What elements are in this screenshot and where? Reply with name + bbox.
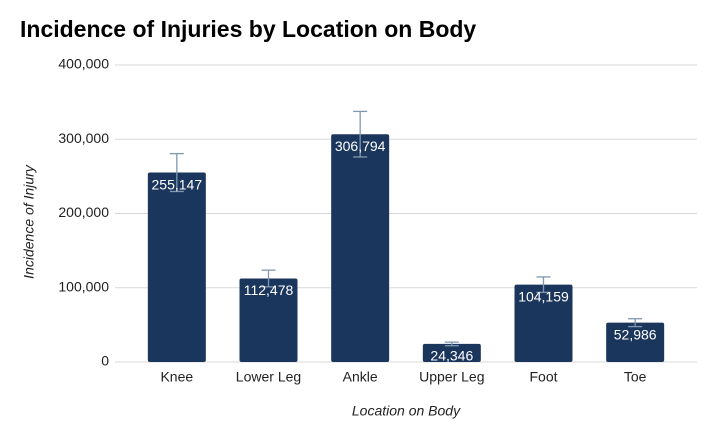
error-bar xyxy=(536,276,551,294)
y-tick-label: 100,000 xyxy=(58,278,109,294)
y-tick-label: 0 xyxy=(101,353,109,369)
chart-title: Incidence of Injuries by Location on Bod… xyxy=(20,16,476,42)
x-tick-label: Ankle xyxy=(343,369,378,385)
value-label: 104,159 xyxy=(518,288,569,304)
value-label: 112,478 xyxy=(244,282,294,298)
error-bar xyxy=(353,110,368,158)
value-label: 306,794 xyxy=(335,138,386,154)
y-tick-label: 400,000 xyxy=(58,56,109,72)
x-tick-label: Upper Leg xyxy=(419,369,484,385)
x-tick-label: Knee xyxy=(160,369,193,385)
bar xyxy=(514,284,573,362)
x-tick-label: Toe xyxy=(624,369,647,385)
error-bar xyxy=(628,318,643,328)
value-label: 255,147 xyxy=(152,176,203,192)
bar xyxy=(422,343,481,362)
error-bar xyxy=(169,152,184,193)
bar xyxy=(147,172,206,362)
value-label: 24,346 xyxy=(430,348,473,364)
bar xyxy=(606,322,665,362)
y-axis-label: Incidence of Injury xyxy=(21,164,37,279)
error-bar xyxy=(261,269,276,288)
value-label: 52,986 xyxy=(614,326,657,342)
error-bar xyxy=(444,341,459,347)
x-axis-label: Location on Body xyxy=(352,403,461,419)
y-tick-label: 300,000 xyxy=(58,130,109,146)
x-tick-label: Foot xyxy=(529,369,557,385)
bar xyxy=(331,134,390,362)
y-tick-label: 200,000 xyxy=(58,204,109,220)
x-tick-label: Lower Leg xyxy=(236,369,301,385)
bar xyxy=(239,278,298,362)
